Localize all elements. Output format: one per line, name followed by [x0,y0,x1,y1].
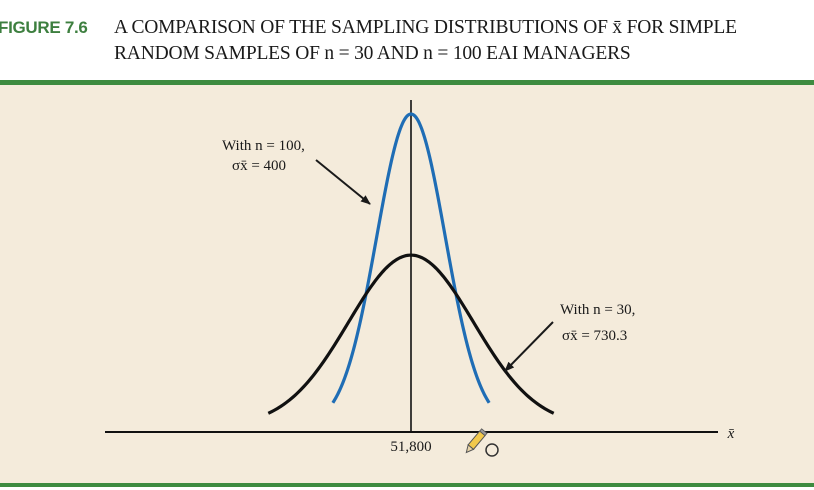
bottom-rule [0,483,814,487]
cursor-ring-icon [485,443,499,457]
curve-n100 [331,112,491,404]
figure-label: FIGURE 7.6 [0,18,88,37]
top-rule [0,80,814,85]
chart-panel [0,85,814,483]
annotation-n100-line2: σx̄ = 400 [232,158,286,174]
figure-title-line-1: A COMPARISON OF THE SAMPLING DISTRIBUTIO… [114,17,737,38]
annotation-n30-line1: With n = 30, [560,302,635,318]
x-axis-label: x̄ [727,426,735,442]
bottom-strip [0,487,814,490]
figure-header: FIGURE 7.6 A COMPARISON OF THE SAMPLING … [0,0,814,82]
pencil-cursor-icon [465,428,488,454]
tick-label-mean: 51,800 [390,439,431,455]
figure-title-line-2: RANDOM SAMPLES OF n = 30 AND n = 100 EAI… [114,43,631,64]
curve-n30 [267,253,555,415]
annotation-n100-line1: With n = 100, [222,138,305,154]
annotation-n30-arrow [504,321,554,372]
annotation-n30-line2: σx̄ = 730.3 [562,328,627,344]
annotation-n100-arrow [315,159,371,205]
